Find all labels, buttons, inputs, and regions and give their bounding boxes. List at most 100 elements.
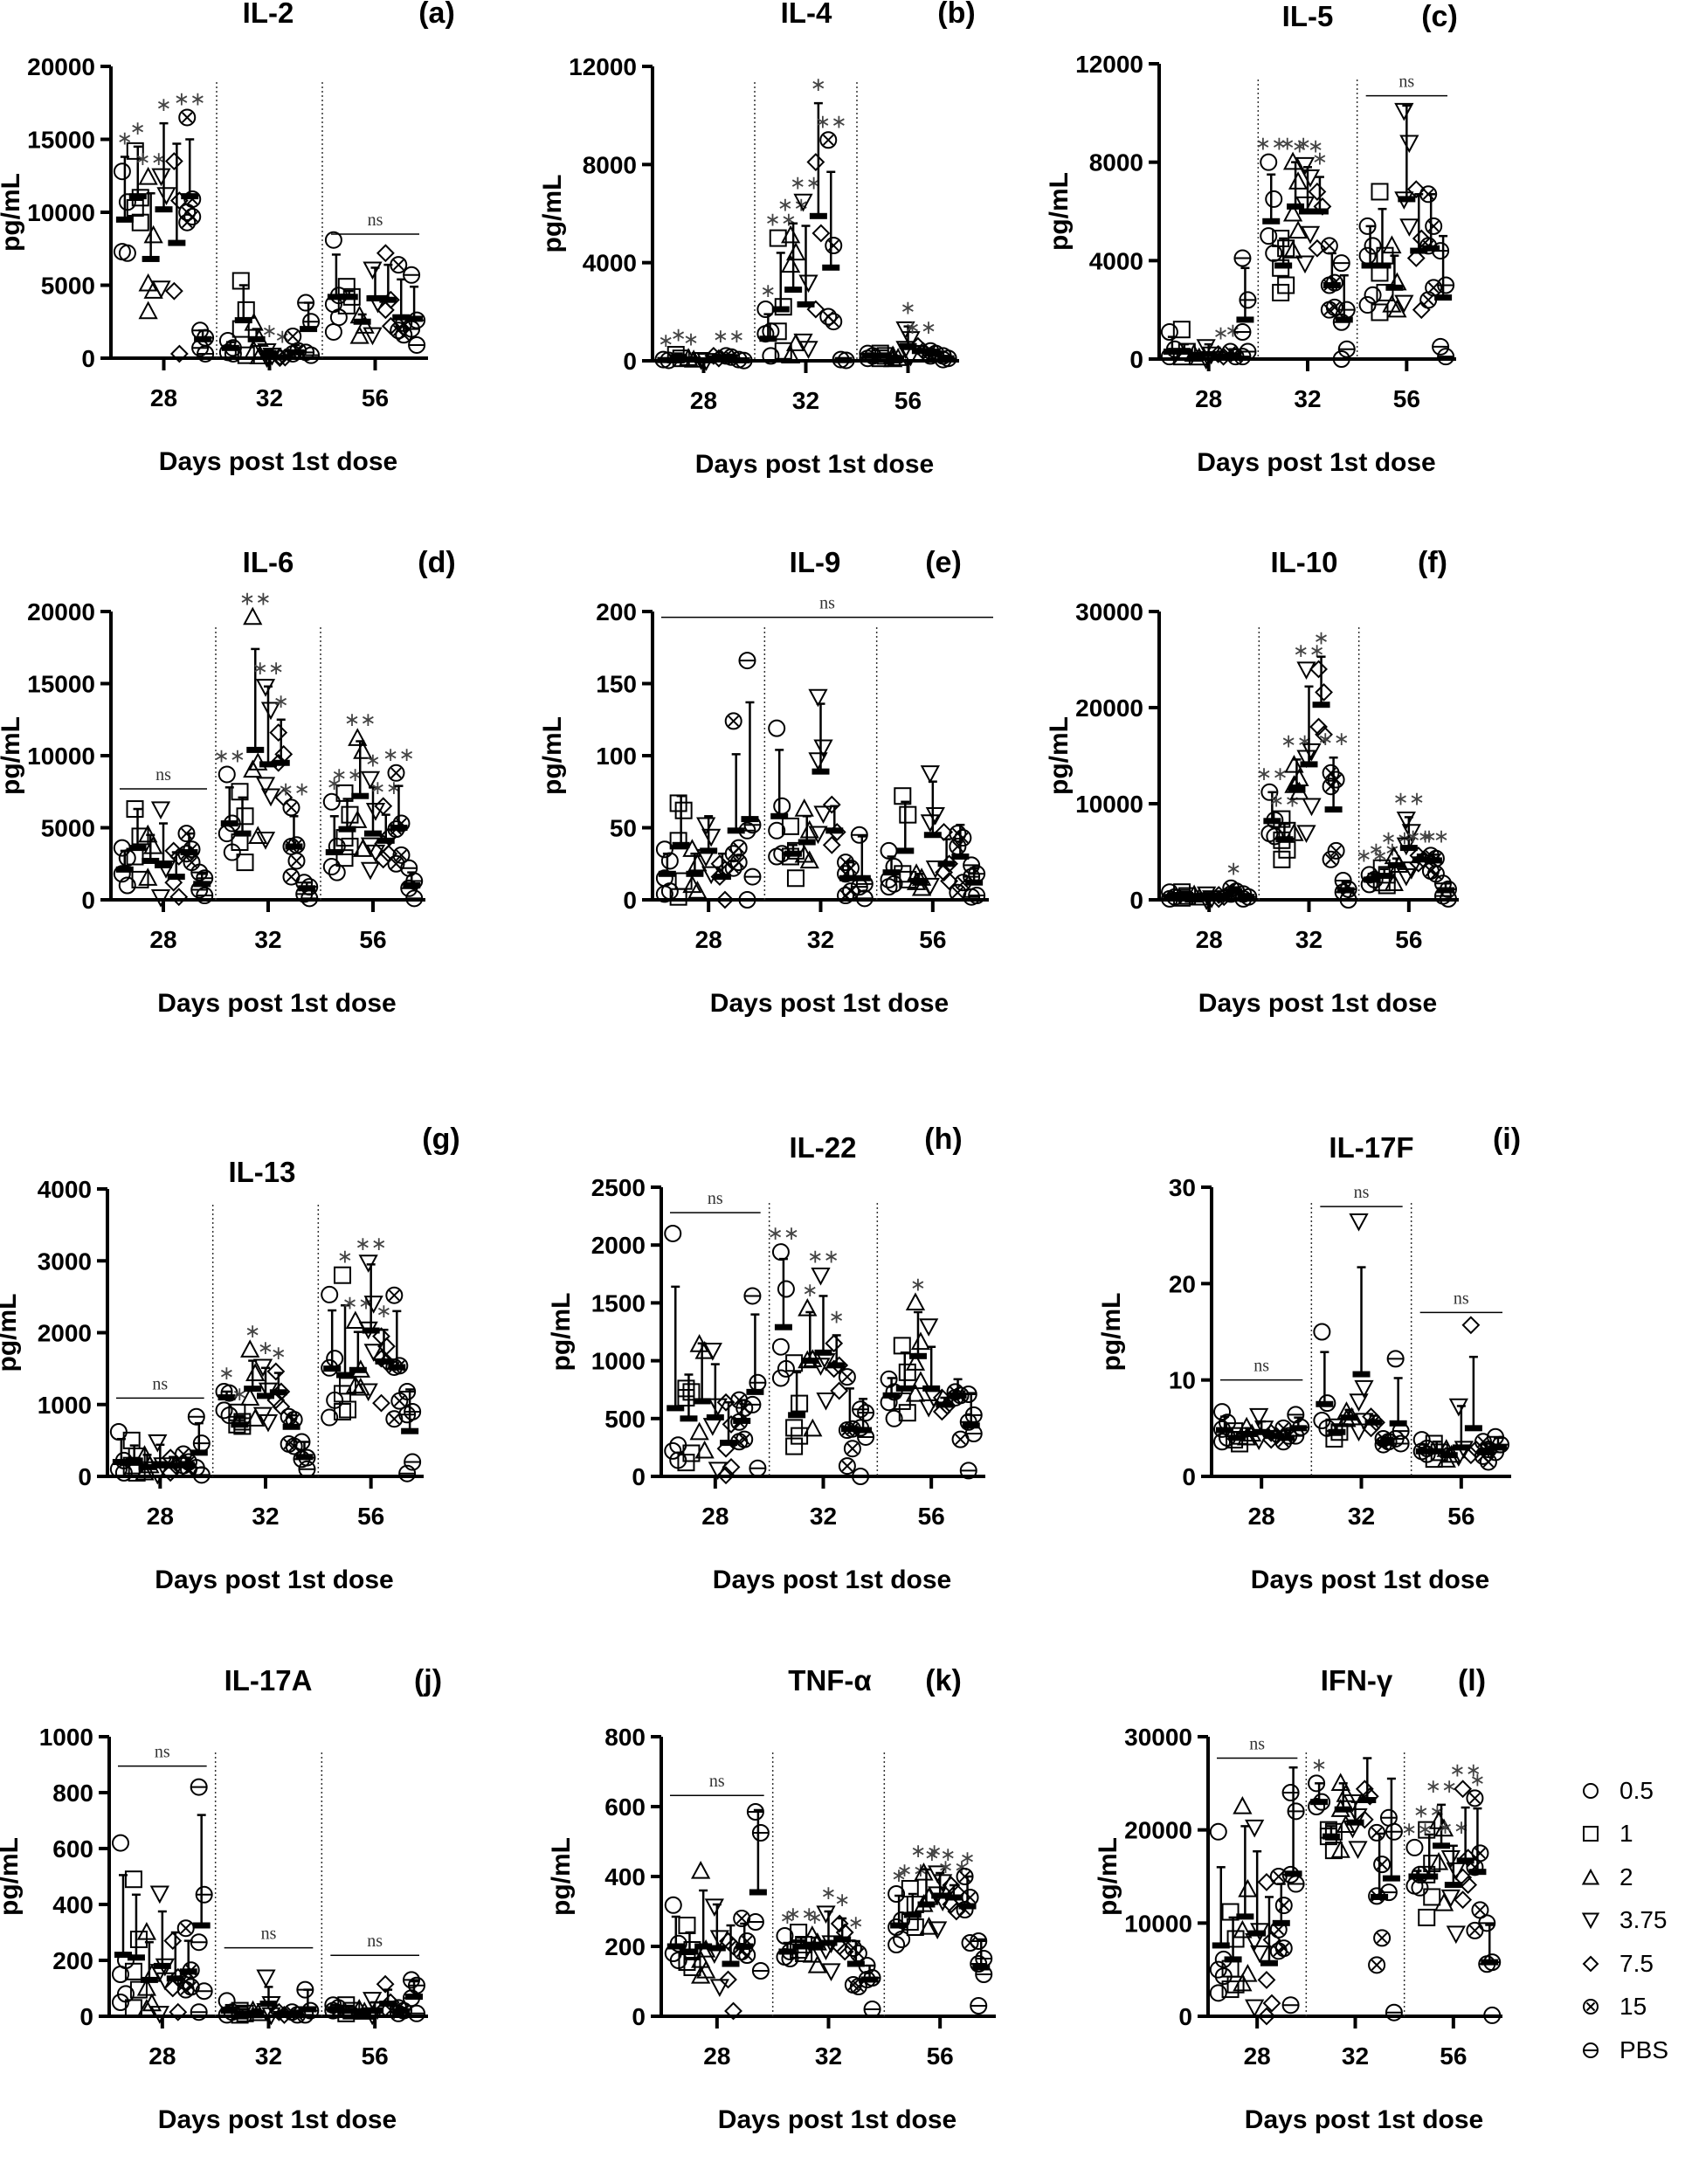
diamond-marker	[1315, 682, 1333, 702]
mean-bar	[797, 301, 815, 308]
triangle-down-marker	[709, 1930, 729, 1949]
mean-bar	[713, 874, 731, 881]
circle-marker	[771, 1337, 790, 1356]
significance-marker: ∗∗	[1281, 730, 1313, 752]
significance-marker: ∗	[671, 325, 687, 347]
triangle-up-marker	[350, 1377, 370, 1396]
diamond-marker	[169, 888, 189, 907]
series-PBS	[746, 1803, 993, 2018]
mean-bar	[792, 1943, 811, 1950]
mean-bar	[962, 1422, 980, 1429]
mean-bar	[910, 878, 929, 885]
triangle-up-marker	[1428, 1851, 1449, 1870]
circle-minus-marker	[959, 1413, 977, 1431]
circle-minus-marker	[1386, 1350, 1405, 1368]
mean-bar	[680, 1415, 698, 1422]
circle-minus-marker	[1337, 340, 1356, 358]
diamond-marker	[1412, 229, 1431, 248]
mean-bar	[176, 1462, 195, 1469]
chart-title: IL-5	[1282, 0, 1334, 32]
series-1: ∗∗∗∗	[678, 1860, 929, 1976]
x-tick-label: 56	[362, 2042, 389, 2070]
triangle-down-marker	[258, 1413, 279, 1433]
square-marker	[126, 198, 144, 217]
circle-minus-marker	[1392, 1434, 1410, 1453]
series-PBS	[190, 859, 424, 908]
triangle-up-marker	[136, 1977, 157, 1996]
triangle-up-marker	[694, 1440, 715, 1459]
series-PBS	[187, 1382, 422, 1484]
series-PBS	[1287, 1350, 1509, 1462]
panel-label: (l)	[1458, 1664, 1486, 1697]
circle-marker	[220, 1384, 238, 1402]
mean-bar	[1385, 284, 1404, 291]
y-axis-label: pg/mL	[0, 716, 25, 795]
mean-bar	[1176, 892, 1194, 898]
ns-label: ns	[1398, 73, 1414, 92]
significance-marker: ∗∗	[910, 1841, 943, 1863]
ns-label: ns	[1253, 1357, 1269, 1376]
significance-marker: ∗∗	[383, 744, 415, 766]
diamond-marker	[935, 863, 954, 882]
x-axis-label: Days post 1st dose	[157, 989, 396, 1018]
mean-bar	[220, 820, 238, 827]
x-tick-label: 32	[1295, 926, 1323, 953]
square-marker	[790, 1941, 808, 1959]
circle-minus-marker	[1287, 1875, 1305, 1893]
triangle-down-marker	[1349, 1423, 1369, 1442]
triangle-up-marker	[786, 242, 806, 261]
mean-bar	[403, 882, 421, 888]
chart-j: IL-17A (j) 0 200 400 600 800 1000 pg/mL 28 32 56 Day…	[0, 1664, 442, 2134]
diamond-marker	[722, 1457, 741, 1476]
mean-bar	[1212, 894, 1231, 901]
y-tick-label: 5000	[41, 815, 95, 842]
mean-bar	[1434, 294, 1453, 301]
diamond-marker	[376, 1974, 395, 1994]
mean-bar	[1310, 1799, 1329, 1806]
triangle-up-marker	[781, 225, 801, 244]
series-2: ∗∗	[135, 149, 375, 364]
mean-bar	[1358, 1797, 1377, 1804]
mean-bar	[693, 1398, 711, 1405]
triangle-down-marker	[148, 1434, 168, 1453]
triangle-down-marker	[150, 889, 171, 908]
triangle-down-marker	[1396, 867, 1416, 887]
y-tick-label: 500	[604, 1406, 646, 1433]
series-7.5: ∗∗∗	[164, 691, 402, 907]
diamond-marker	[811, 224, 831, 243]
panel-f: IL-10 (f) 0 10000 20000 30000 pg/mL 28 32 56 Days …	[1045, 542, 1599, 1066]
mean-bar	[340, 2008, 358, 2015]
triangle-down-marker	[1396, 811, 1416, 830]
mean-bar	[882, 1392, 901, 1399]
series-7.5	[163, 1931, 400, 2024]
legend-label: PBS	[1619, 2035, 1669, 2063]
diamond-marker	[269, 723, 288, 743]
panel-e: IL-9 (e) 0 50 100 150 200 pg/mL 28 32 56 Days post …	[538, 542, 1066, 1066]
panel-label: (h)	[924, 1123, 962, 1156]
panel-label: (f)	[1418, 546, 1447, 579]
mean-bar	[327, 2006, 345, 2013]
triangle-down-marker	[1296, 661, 1316, 681]
triangle-up-marker	[348, 728, 368, 746]
circle-minus-marker	[197, 344, 215, 363]
square-marker	[237, 346, 255, 364]
mean-bar	[727, 827, 745, 834]
significance-marker: ∗∗	[1268, 791, 1301, 812]
triangle-up-marker	[687, 853, 708, 872]
circle-marker	[768, 821, 786, 840]
diamond-marker	[716, 1466, 736, 1485]
series-15: ∗	[1269, 1769, 1489, 1974]
mean-bar	[1188, 894, 1206, 901]
mean-bar	[218, 1394, 236, 1401]
mean-bar	[1287, 203, 1305, 210]
square-marker	[236, 854, 254, 872]
y-tick-label: 100	[596, 743, 637, 770]
x-tick-label: 32	[1294, 385, 1321, 412]
x-axis-label: Days post 1st dose	[1251, 1565, 1489, 1594]
series-2	[682, 798, 932, 899]
triangle-up-marker	[348, 810, 368, 828]
triangle-up-marker	[135, 1445, 155, 1463]
circle-marker	[324, 322, 342, 341]
x-axis-label: Days post 1st dose	[1198, 989, 1437, 1018]
y-tick-label: 20	[1169, 1270, 1196, 1297]
